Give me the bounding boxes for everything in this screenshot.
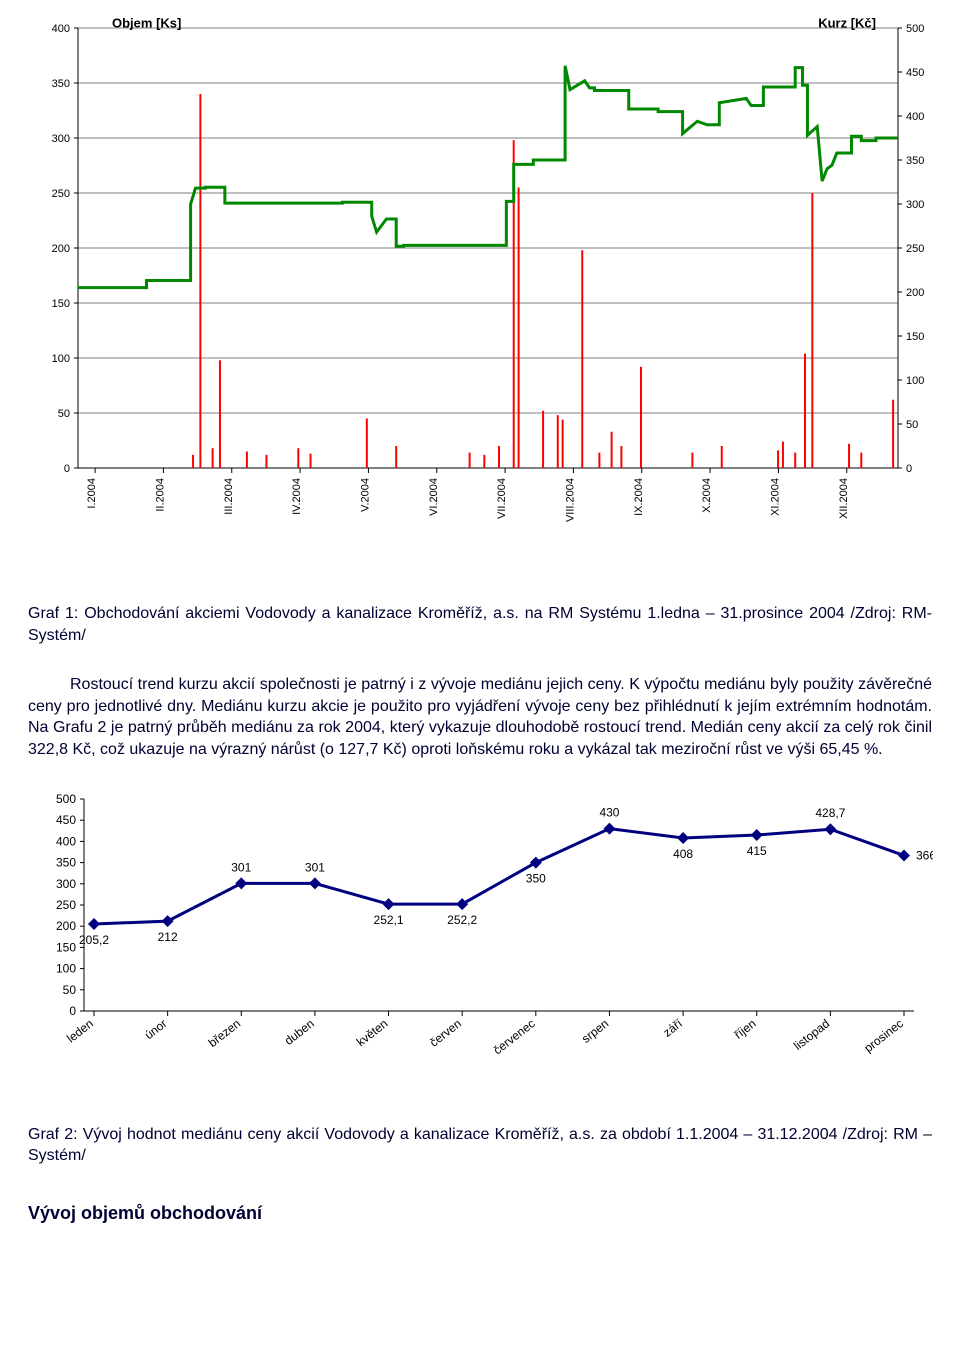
svg-text:205,2: 205,2 [79, 933, 109, 947]
svg-text:150: 150 [906, 331, 924, 343]
svg-text:250: 250 [906, 243, 924, 255]
svg-text:252,2: 252,2 [447, 913, 477, 927]
svg-text:IX.2004: IX.2004 [633, 478, 645, 516]
svg-text:50: 50 [906, 419, 918, 431]
svg-text:300: 300 [52, 133, 70, 145]
svg-text:100: 100 [56, 961, 76, 975]
svg-text:415: 415 [747, 844, 767, 858]
svg-text:XI.2004: XI.2004 [769, 478, 781, 516]
svg-text:červen: červen [427, 1016, 464, 1049]
svg-text:Objem [Ks]: Objem [Ks] [112, 18, 181, 31]
svg-text:150: 150 [56, 940, 76, 954]
svg-text:500: 500 [56, 792, 76, 806]
svg-text:400: 400 [52, 23, 70, 35]
svg-text:IV.2004: IV.2004 [291, 478, 303, 515]
svg-text:366,8: 366,8 [916, 848, 933, 862]
svg-text:400: 400 [56, 834, 76, 848]
svg-text:430: 430 [599, 805, 619, 819]
svg-text:VI.2004: VI.2004 [428, 478, 440, 516]
svg-text:350: 350 [56, 855, 76, 869]
svg-text:408: 408 [673, 847, 693, 861]
svg-text:VII.2004: VII.2004 [496, 478, 508, 519]
chart2-caption: Graf 2: Vývoj hodnot mediánu ceny akcií … [28, 1124, 932, 1167]
svg-text:100: 100 [906, 375, 924, 387]
svg-text:leden: leden [64, 1016, 96, 1045]
svg-text:212: 212 [158, 930, 178, 944]
svg-text:XII.2004: XII.2004 [838, 478, 850, 519]
svg-text:350: 350 [906, 155, 924, 167]
chart1-container: 0 50 100 150 200 250 300 350 400 0 50 100 150 200 250 3… [28, 18, 932, 563]
svg-text:450: 450 [56, 813, 76, 827]
svg-text:0: 0 [906, 463, 912, 475]
svg-text:350: 350 [52, 78, 70, 90]
svg-text:300: 300 [56, 876, 76, 890]
svg-text:listopad: listopad [791, 1016, 832, 1053]
svg-text:200: 200 [56, 919, 76, 933]
svg-text:X.2004: X.2004 [701, 478, 713, 513]
svg-text:350: 350 [526, 871, 546, 885]
svg-text:prosinec: prosinec [861, 1016, 905, 1055]
svg-text:150: 150 [52, 298, 70, 310]
svg-text:II.2004: II.2004 [154, 478, 166, 512]
svg-text:říjen: říjen [732, 1016, 759, 1041]
svg-text:100: 100 [52, 353, 70, 365]
svg-text:428,7: 428,7 [815, 806, 845, 820]
svg-text:200: 200 [906, 287, 924, 299]
svg-text:únor: únor [142, 1016, 170, 1042]
chart1-caption: Graf 1: Obchodování akciemi Vodovody a k… [28, 603, 932, 646]
svg-text:301: 301 [305, 860, 325, 874]
svg-text:500: 500 [906, 23, 924, 35]
svg-text:VIII.2004: VIII.2004 [564, 478, 576, 522]
svg-text:III.2004: III.2004 [223, 478, 235, 515]
svg-text:300: 300 [906, 199, 924, 211]
svg-text:250: 250 [52, 188, 70, 200]
svg-text:Kurz [Kč]: Kurz [Kč] [818, 18, 876, 31]
svg-text:I.2004: I.2004 [86, 478, 98, 509]
svg-text:50: 50 [63, 982, 77, 996]
svg-text:srpen: srpen [579, 1016, 611, 1046]
svg-text:březen: březen [206, 1016, 244, 1050]
svg-text:duben: duben [282, 1016, 317, 1048]
svg-text:301: 301 [231, 860, 251, 874]
svg-text:V.2004: V.2004 [359, 478, 371, 512]
svg-text:50: 50 [58, 408, 70, 420]
svg-text:400: 400 [906, 111, 924, 123]
svg-text:450: 450 [906, 67, 924, 79]
chart1-svg: 0 50 100 150 200 250 300 350 400 0 50 100 150 200 250 3… [28, 18, 933, 558]
svg-text:září: září [661, 1015, 686, 1039]
svg-text:květen: květen [354, 1016, 390, 1049]
svg-text:252,1: 252,1 [374, 913, 404, 927]
chart2-svg: 0 50 100 150 200 250 300 350 400 450 500 leden únor b… [28, 789, 933, 1079]
svg-text:250: 250 [56, 898, 76, 912]
svg-text:0: 0 [64, 463, 70, 475]
svg-text:červenec: červenec [491, 1016, 538, 1057]
body-paragraph: Rostoucí trend kurzu akcií společnosti j… [28, 674, 932, 760]
svg-text:0: 0 [69, 1004, 76, 1018]
chart2-container: 0 50 100 150 200 250 300 350 400 450 500 leden únor b… [28, 789, 932, 1084]
svg-text:200: 200 [52, 243, 70, 255]
section-heading: Vývoj objemů obchodování [28, 1203, 932, 1224]
